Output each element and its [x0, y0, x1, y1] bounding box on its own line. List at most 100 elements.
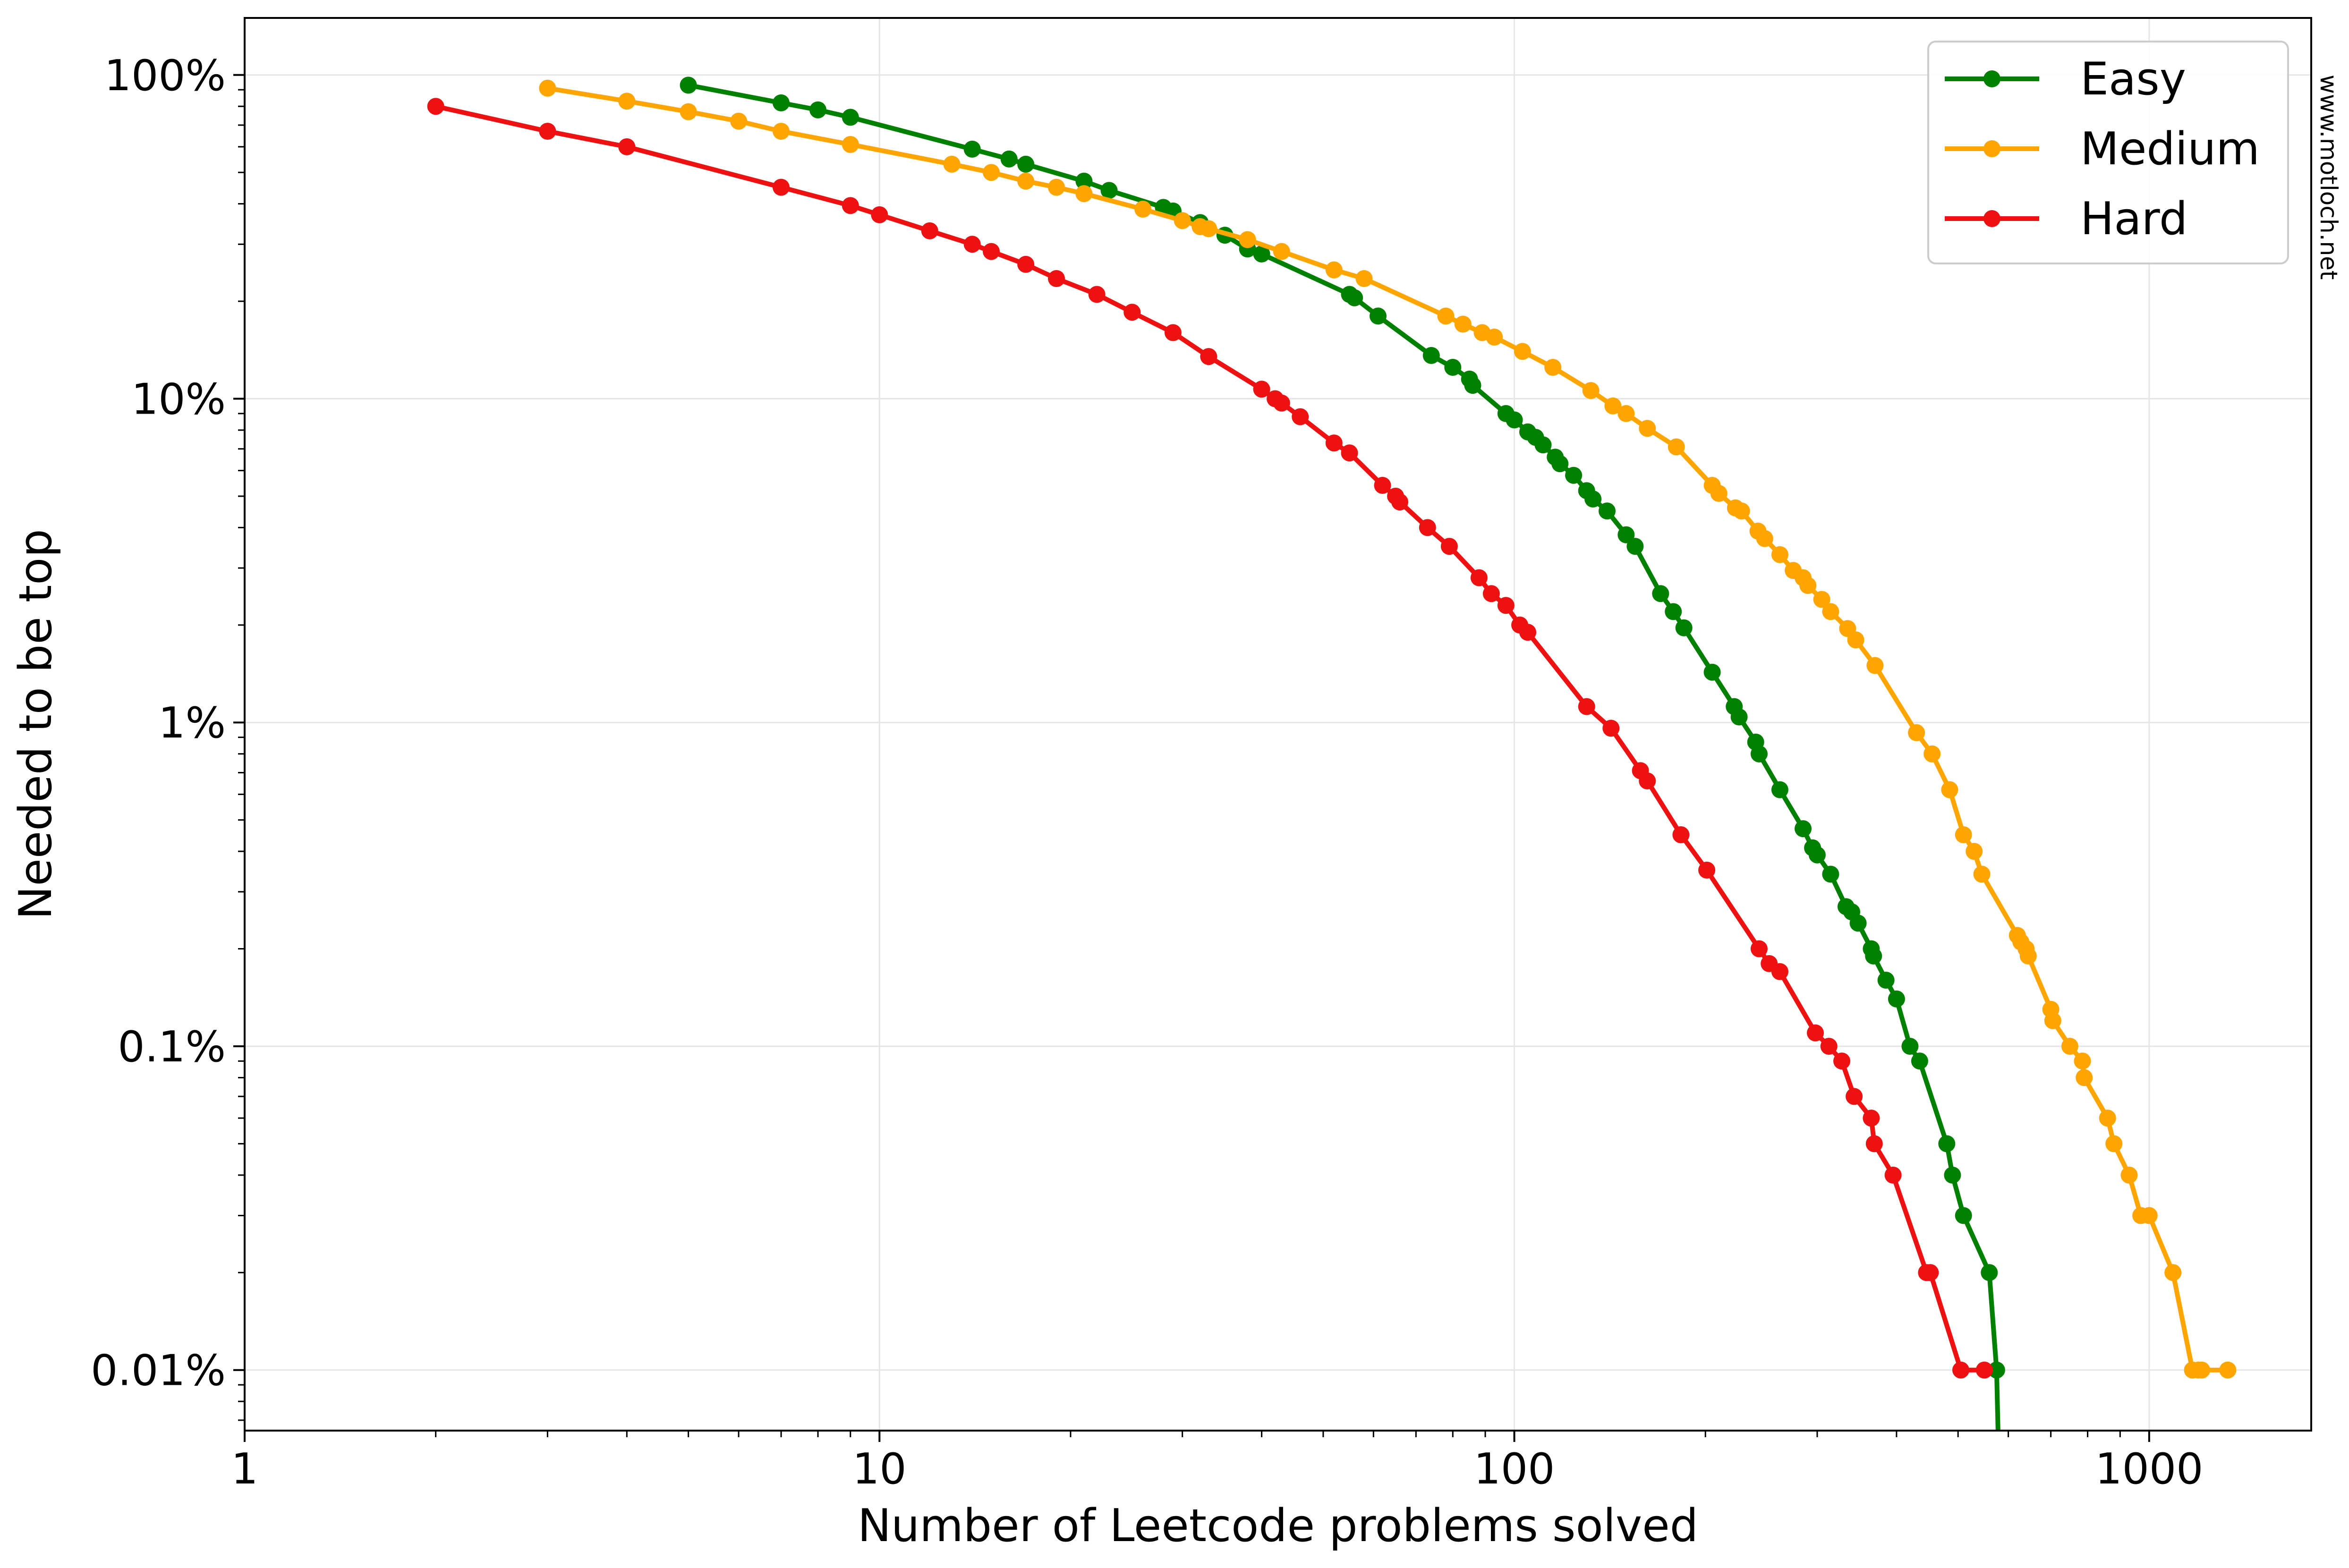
data-point-easy	[1346, 289, 1363, 306]
legend-items: Easy Medium Hard	[1945, 53, 2260, 245]
minor-ticks	[238, 89, 2121, 1437]
y-tick-label: 0.1%	[118, 1022, 226, 1072]
data-point-medium	[1355, 270, 1373, 287]
data-point-easy	[1988, 1361, 2005, 1379]
data-point-hard	[1123, 304, 1141, 321]
data-point-easy	[1652, 585, 1669, 602]
data-point-medium	[983, 164, 1000, 181]
data-point-medium	[1582, 382, 1600, 399]
data-point-hard	[1048, 270, 1065, 287]
data-point-easy	[1938, 1135, 1956, 1153]
data-point-medium	[2076, 1069, 2093, 1086]
data-point-easy	[1795, 820, 1812, 838]
data-point-easy	[1599, 502, 1616, 520]
data-point-medium	[1017, 172, 1035, 190]
data-point-easy	[1911, 1052, 1928, 1070]
data-point-hard	[1164, 324, 1182, 341]
data-point-easy	[1534, 436, 1552, 454]
data-point-medium	[2019, 947, 2037, 965]
data-point-hard	[1391, 493, 1408, 511]
data-point-easy	[1665, 603, 1682, 620]
y-axis-title: Needed to be top	[10, 529, 62, 919]
legend-marker-easy	[1983, 70, 2000, 87]
data-point-easy	[842, 109, 859, 126]
data-point-easy	[1075, 172, 1093, 190]
legend-label-hard: Hard	[2080, 193, 2187, 245]
data-point-easy	[1849, 915, 1867, 932]
data-point-easy	[1253, 245, 1270, 263]
data-point-hard	[1833, 1052, 1850, 1070]
data-point-easy	[1901, 1038, 1919, 1055]
data-point-easy	[809, 101, 826, 119]
data-point-medium	[2044, 1012, 2061, 1029]
data-point-medium	[2074, 1052, 2091, 1070]
series-medium	[539, 79, 2237, 1379]
data-point-medium	[1048, 178, 1065, 196]
x-axis-title: Number of Leetcode problems solved	[858, 1500, 1698, 1552]
data-point-medium	[1514, 343, 1531, 360]
data-point-hard	[842, 197, 859, 214]
data-point-easy	[1464, 377, 1481, 394]
y-tick-label: 1%	[158, 698, 226, 748]
data-point-hard	[1672, 826, 1690, 843]
data-point-easy	[1626, 538, 1644, 555]
data-point-hard	[1440, 538, 1458, 555]
x-tick-label: 1	[231, 1444, 258, 1494]
data-point-medium	[2105, 1135, 2123, 1153]
data-point-medium	[773, 123, 790, 140]
data-point-medium	[1733, 502, 1750, 520]
data-point-hard	[1273, 394, 1290, 412]
data-point-easy	[1444, 359, 1462, 376]
data-point-hard	[1519, 624, 1536, 641]
data-point-hard	[1863, 1110, 1880, 1127]
x-tick-label: 100	[1474, 1444, 1555, 1494]
data-point-medium	[1756, 530, 1773, 547]
data-point-easy	[1955, 1207, 1972, 1224]
data-point-easy	[1017, 155, 1035, 173]
data-point-hard	[1419, 519, 1436, 536]
data-point-medium	[1822, 603, 1839, 620]
data-point-easy	[963, 140, 981, 158]
data-point-easy	[1888, 990, 1905, 1008]
data-point-medium	[2219, 1361, 2237, 1379]
legend-box	[1927, 41, 2289, 264]
data-point-medium	[1174, 212, 1191, 229]
data-point-medium	[1941, 781, 1958, 798]
data-point-hard	[1865, 1135, 1883, 1153]
data-point-easy	[1675, 619, 1693, 636]
plot-area-frame	[244, 17, 2312, 1432]
data-point-hard	[1374, 477, 1391, 494]
data-point-easy	[1565, 466, 1583, 484]
data-point-medium	[1239, 231, 1256, 248]
data-point-medium	[1486, 329, 1503, 346]
data-point-hard	[1771, 963, 1788, 980]
data-point-medium	[2099, 1110, 2116, 1127]
data-point-medium	[2164, 1264, 2182, 1281]
data-point-easy	[1100, 182, 1118, 199]
data-point-medium	[2120, 1166, 2138, 1184]
data-point-hard	[983, 243, 1000, 260]
data-point-medium	[1799, 577, 1817, 594]
series-layer	[427, 76, 2237, 1431]
data-point-medium	[1771, 546, 1788, 563]
data-point-medium	[1710, 485, 1728, 502]
data-point-hard	[1975, 1361, 1993, 1379]
data-point-medium	[1454, 315, 1472, 333]
data-point-hard	[1820, 1038, 1838, 1055]
legend-item-medium: Medium	[1945, 123, 2260, 175]
data-point-medium	[1955, 826, 1972, 843]
data-point-medium	[2140, 1207, 2158, 1224]
data-point-easy	[1944, 1166, 1961, 1184]
data-point-medium	[1847, 631, 1864, 649]
data-point-hard	[1200, 348, 1217, 365]
data-point-hard	[871, 206, 888, 223]
data-point-hard	[1017, 255, 1035, 273]
data-point-medium	[1617, 405, 1635, 422]
data-point-easy	[1370, 307, 1387, 325]
data-point-medium	[1813, 591, 1830, 608]
data-point-hard	[1698, 861, 1716, 879]
legend-label-easy: Easy	[2080, 53, 2186, 105]
data-point-medium	[1273, 243, 1290, 260]
